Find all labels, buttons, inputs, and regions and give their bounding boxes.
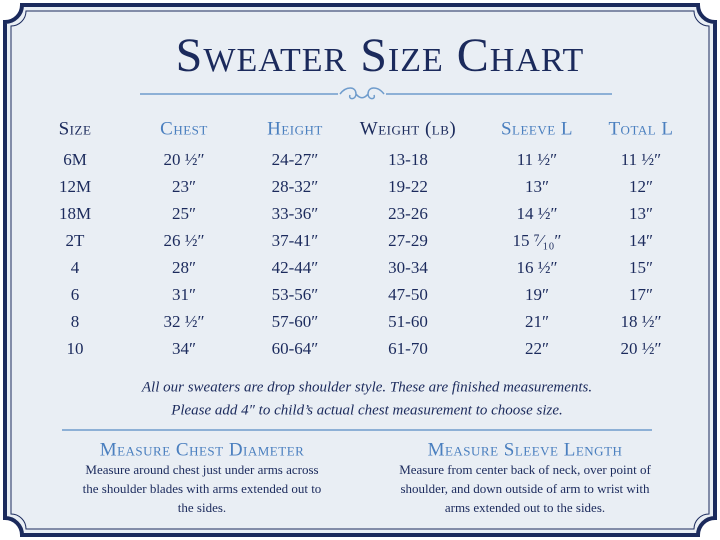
table-cell: 42-44″ (272, 258, 319, 277)
table-cell: 61-70 (388, 339, 428, 358)
inner-frame (10, 10, 710, 530)
table-cell: 12″ (629, 177, 653, 196)
table-cell: 30-34 (388, 258, 428, 277)
section-text: arms extended out to the sides. (445, 500, 605, 515)
column-header: Sleeve L (501, 118, 573, 139)
table-cell: 11 ½″ (517, 150, 557, 169)
table-cell: 18 ½″ (620, 312, 661, 331)
table-cell: 6M (63, 150, 87, 169)
section-text: the shoulder blades with arms extended o… (83, 481, 322, 496)
table-cell: 19-22 (388, 177, 428, 196)
table-cell: 4 (71, 258, 80, 277)
table-cell: 37-41″ (272, 231, 319, 250)
table-cell: 24-27″ (272, 150, 319, 169)
section-text: shoulder, and down outside of arm to wri… (401, 481, 650, 496)
table-cell: 28-32″ (272, 177, 319, 196)
table-cell: 10 (67, 339, 84, 358)
table-cell: 2T (66, 231, 86, 250)
table-cell: 23″ (172, 177, 196, 196)
table-cell: 17″ (629, 285, 653, 304)
table-cell: 14″ (629, 231, 653, 250)
table-cell: 57-60″ (272, 312, 319, 331)
table-cell: 13-18 (388, 150, 428, 169)
table-cell: 14 ½″ (516, 204, 557, 223)
column-header: Height (267, 118, 323, 139)
section-title: Measure Chest Diameter (100, 439, 305, 460)
table-cell: 33-36″ (272, 204, 319, 223)
section-text: Measure around chest just under arms acr… (85, 462, 318, 477)
table-cell: 21″ (525, 312, 549, 331)
table-cell: 13″ (629, 204, 653, 223)
table-cell: 20 ½″ (163, 150, 204, 169)
divider (140, 87, 612, 100)
table-cell: 34″ (172, 339, 196, 358)
section-text: Measure from center back of neck, over p… (399, 462, 651, 477)
section-text: the sides. (178, 500, 226, 515)
note-line: Please add 4″ to child’s actual chest me… (170, 402, 563, 418)
title: Sweater Size Chart (176, 29, 585, 82)
table-cell: 11 ½″ (621, 150, 661, 169)
table-cell: 26 ½″ (163, 231, 204, 250)
table-cell: 23-26 (388, 204, 428, 223)
instructions: Measure Chest Diameter Measure around che… (83, 439, 652, 515)
size-table: Size Chest Height Weight (lb) Sleeve L Total … (59, 118, 673, 358)
table-cell: 22″ (525, 339, 549, 358)
column-header: Chest (160, 118, 208, 139)
table-cell: 51-60 (388, 312, 428, 331)
table-cell: 12M (59, 177, 91, 196)
column-header: Total L (608, 118, 673, 139)
table-cell: 20 ½″ (620, 339, 661, 358)
table-cell: 16 ½″ (516, 258, 557, 277)
table-cell: 15 ⁷⁄₁₀″ (513, 231, 562, 250)
section-title: Measure Sleeve Length (428, 439, 623, 460)
table-cell: 53-56″ (272, 285, 319, 304)
note-line: All our sweaters are drop shoulder style… (141, 379, 592, 395)
table-cell: 13″ (525, 177, 549, 196)
table-cell: 8 (71, 312, 80, 331)
table-cell: 47-50 (388, 285, 428, 304)
table-cell: 18M (59, 204, 91, 223)
table-cell: 32 ½″ (163, 312, 204, 331)
table-cell: 25″ (172, 204, 196, 223)
table-cell: 19″ (525, 285, 549, 304)
table-cell: 31″ (172, 285, 196, 304)
table-cell: 27-29 (388, 231, 428, 250)
outer-frame (3, 3, 717, 537)
column-header: Weight (lb) (360, 118, 456, 139)
table-cell: 6 (71, 285, 80, 304)
table-cell: 15″ (629, 258, 653, 277)
table-cell: 28″ (172, 258, 196, 277)
column-header: Size (59, 118, 92, 139)
table-cell: 60-64″ (272, 339, 319, 358)
